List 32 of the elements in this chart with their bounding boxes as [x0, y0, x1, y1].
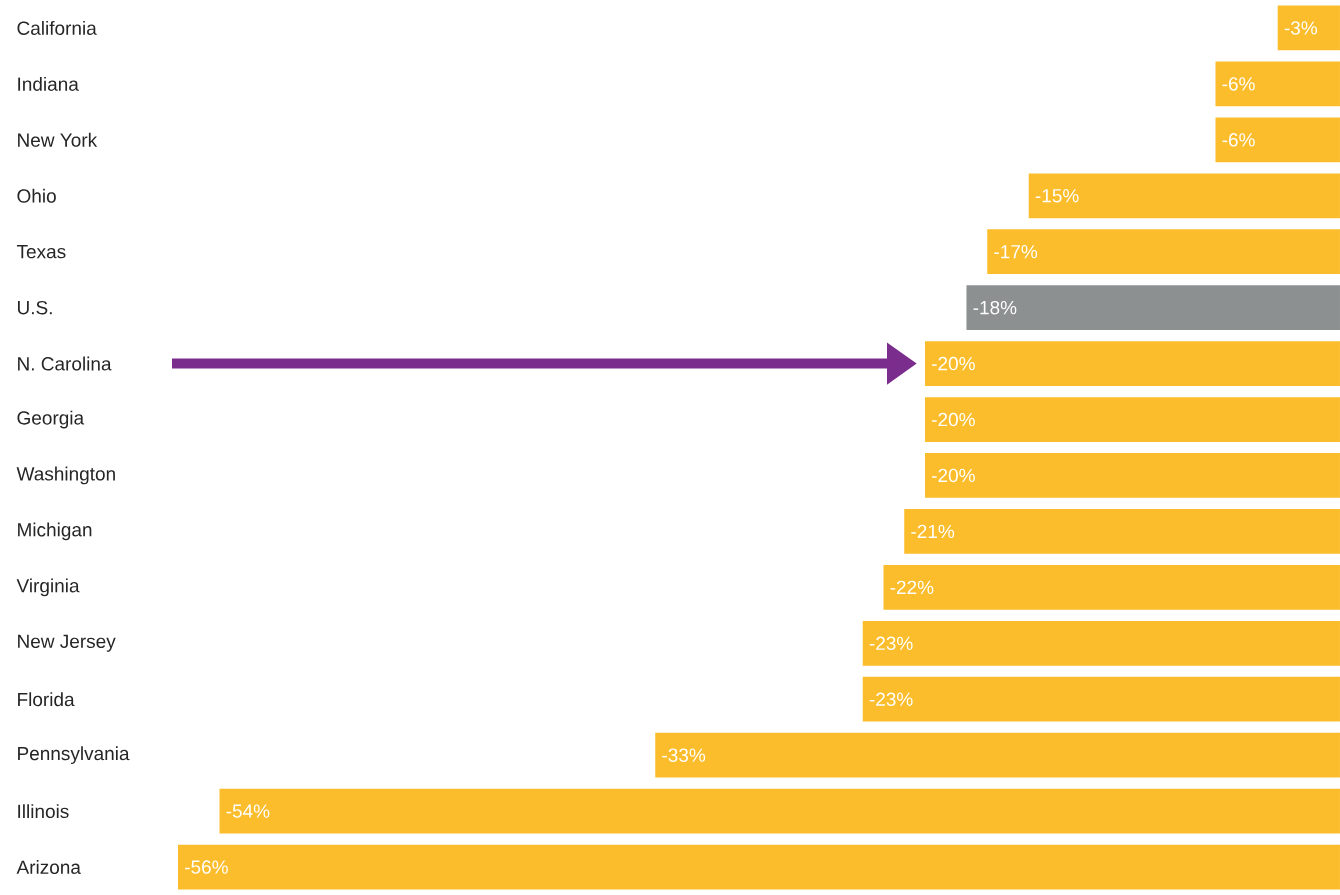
y-tick-label: U.S.	[17, 300, 52, 315]
data-label: -56%	[185, 860, 228, 874]
y-tick-label: New York	[18, 132, 98, 147]
y-tick-label: Virginia	[16, 578, 80, 597]
data-label: -20%	[932, 412, 975, 427]
data-label: -6%	[1222, 133, 1255, 147]
data-label: -23%	[869, 692, 913, 706]
y-tick-label: Illinois	[18, 804, 69, 819]
y-tick-label: Ohio	[17, 188, 56, 203]
data-label: -20%	[932, 468, 975, 483]
data-label: -18%	[973, 300, 1017, 315]
y-tick-label: Arizona	[16, 860, 81, 875]
y-tick-label: Michigan	[18, 522, 92, 541]
data-label: -20%	[932, 356, 975, 371]
y-tick-label: Texas	[16, 245, 66, 259]
y-tick-label: Washington	[16, 466, 115, 485]
data-label: -21%	[911, 524, 955, 539]
data-label: -6%	[1222, 77, 1255, 91]
y-tick-label: New Jersey	[18, 634, 116, 652]
y-tick-label: Pennsylvania	[18, 746, 130, 765]
data-label: -15%	[1035, 189, 1079, 203]
data-label: -33%	[662, 748, 706, 762]
data-label: -22%	[890, 580, 934, 595]
data-label: -3%	[1284, 21, 1318, 35]
y-tick-label: Indiana	[18, 76, 79, 91]
y-tick-label: California	[17, 20, 97, 35]
data-label: -17%	[994, 245, 1038, 259]
data-label: -23%	[869, 636, 913, 651]
y-tick-label: N. Carolina	[18, 356, 112, 371]
data-label: -54%	[226, 804, 270, 818]
y-tick-label: Georgia	[17, 410, 85, 429]
y-tick-label: Florida	[18, 692, 75, 707]
